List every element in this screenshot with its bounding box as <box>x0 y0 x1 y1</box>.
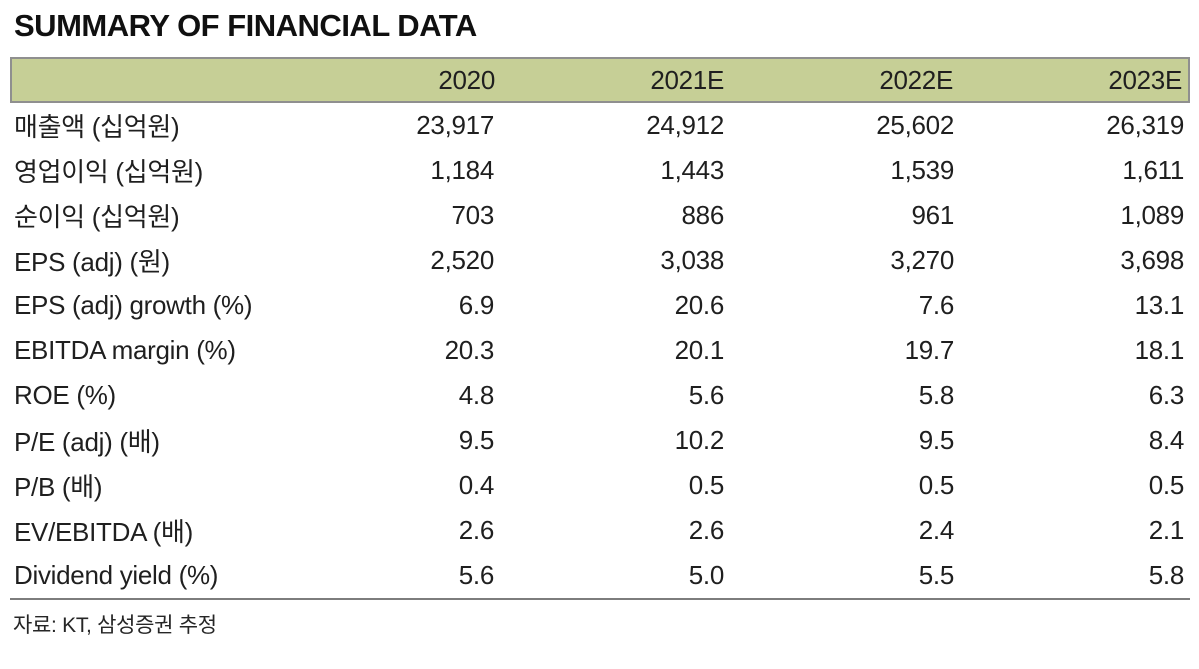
cell-value: 1,184 <box>430 155 494 185</box>
row-label: ROE (%) <box>14 380 116 410</box>
cell-value: 2,520 <box>430 245 494 275</box>
row-label: EPS (adj) growth (%) <box>14 290 253 320</box>
cell-value: 1,443 <box>660 155 724 185</box>
cell-value: 9.5 <box>918 425 955 455</box>
table-body: 매출액 (십억원) 23,917 24,912 25,602 26,319 영업… <box>10 103 1190 598</box>
row-label: 매출액 (십억원) <box>14 112 180 142</box>
cell-value: 4.8 <box>458 380 495 410</box>
cell-value: 1,611 <box>1122 155 1184 185</box>
cell-value: 2.6 <box>688 515 725 545</box>
cell-value: 3,698 <box>1120 245 1184 275</box>
row-label: 순이익 (십억원) <box>14 202 180 232</box>
row-label: EPS (adj) (원) <box>14 247 170 277</box>
cell-value: 6.3 <box>1148 380 1185 410</box>
column-header-2021e: 2021E <box>650 64 724 95</box>
row-label: P/E (adj) (배) <box>14 427 160 457</box>
cell-value: 18.1 <box>1134 335 1185 365</box>
cell-value: 5.5 <box>918 560 955 590</box>
table-row: EBITDA margin (%) 20.3 20.1 19.7 18.1 <box>10 328 1190 373</box>
table-row: 매출액 (십억원) 23,917 24,912 25,602 26,319 <box>10 103 1190 148</box>
table-header-row: 2020 2021E 2022E 2023E <box>10 57 1190 103</box>
table-row: EPS (adj) growth (%) 6.9 20.6 7.6 13.1 <box>10 283 1190 328</box>
cell-value: 25,602 <box>876 110 954 140</box>
cell-value: 10.2 <box>674 425 725 455</box>
column-header-2023e: 2023E <box>1108 64 1182 95</box>
table-row: Dividend yield (%) 5.6 5.0 5.5 5.8 <box>10 553 1190 598</box>
page-title: SUMMARY OF FINANCIAL DATA <box>14 8 477 43</box>
cell-value: 8.4 <box>1148 425 1185 455</box>
cell-value: 1,089 <box>1120 200 1184 230</box>
source-note: 자료: KT, 삼성증권 추정 <box>13 614 217 637</box>
cell-value: 5.6 <box>688 380 725 410</box>
cell-value: 886 <box>681 200 725 230</box>
column-header-2020: 2020 <box>438 64 495 95</box>
cell-value: 2.6 <box>458 515 495 545</box>
table-row: EPS (adj) (원) 2,520 3,038 3,270 3,698 <box>10 238 1190 283</box>
row-label: 영업이익 (십억원) <box>14 157 203 187</box>
cell-value: 2.4 <box>918 515 955 545</box>
table-row: EV/EBITDA (배) 2.6 2.6 2.4 2.1 <box>10 508 1190 553</box>
table-row: 영업이익 (십억원) 1,184 1,443 1,539 1,611 <box>10 148 1190 193</box>
cell-value: 961 <box>911 200 955 230</box>
column-header-2022e: 2022E <box>879 64 953 95</box>
financial-summary-table: 2020 2021E 2022E 2023E 매출액 (십억원) 23,917 … <box>10 57 1190 598</box>
table-row: P/B (배) 0.4 0.5 0.5 0.5 <box>10 463 1190 508</box>
cell-value: 2.1 <box>1148 515 1185 545</box>
cell-value: 3,270 <box>890 245 954 275</box>
cell-value: 20.6 <box>674 290 725 320</box>
cell-value: 0.5 <box>1148 470 1185 500</box>
row-label: Dividend yield (%) <box>14 560 219 590</box>
row-label: EV/EBITDA (배) <box>14 517 193 547</box>
cell-value: 24,912 <box>646 110 724 140</box>
table-row: ROE (%) 4.8 5.6 5.8 6.3 <box>10 373 1190 418</box>
cell-value: 20.1 <box>674 335 725 365</box>
cell-value: 0.4 <box>458 470 495 500</box>
cell-value: 6.9 <box>458 290 495 320</box>
cell-value: 5.6 <box>458 560 495 590</box>
row-label: P/B (배) <box>14 472 103 502</box>
cell-value: 5.8 <box>1148 560 1185 590</box>
cell-value: 703 <box>451 200 495 230</box>
cell-value: 5.8 <box>918 380 955 410</box>
table-bottom-rule <box>10 598 1190 600</box>
cell-value: 26,319 <box>1106 110 1184 140</box>
cell-value: 0.5 <box>688 470 725 500</box>
row-label: EBITDA margin (%) <box>14 335 236 365</box>
cell-value: 7.6 <box>918 290 955 320</box>
table-row: 순이익 (십억원) 703 886 961 1,089 <box>10 193 1190 238</box>
cell-value: 13.1 <box>1134 290 1185 320</box>
cell-value: 23,917 <box>416 110 494 140</box>
cell-value: 20.3 <box>444 335 495 365</box>
table-row: P/E (adj) (배) 9.5 10.2 9.5 8.4 <box>10 418 1190 463</box>
cell-value: 5.0 <box>688 560 725 590</box>
cell-value: 3,038 <box>660 245 724 275</box>
cell-value: 1,539 <box>890 155 954 185</box>
cell-value: 0.5 <box>918 470 955 500</box>
cell-value: 19.7 <box>904 335 955 365</box>
cell-value: 9.5 <box>458 425 495 455</box>
